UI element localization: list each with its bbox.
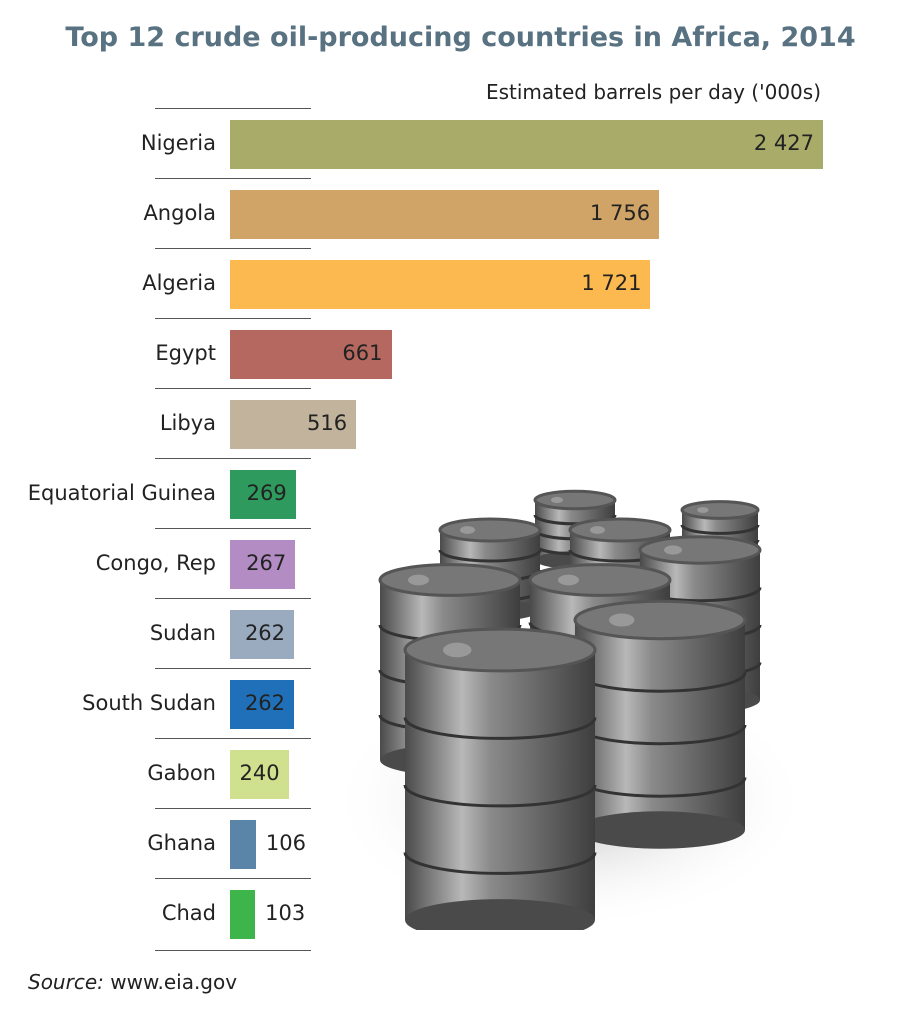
bar	[230, 890, 256, 939]
divider	[155, 808, 311, 809]
category-label: Gabon	[147, 761, 216, 785]
chart-title: Top 12 crude oil-producing countries in …	[65, 22, 856, 53]
category-label: Nigeria	[140, 131, 216, 155]
data-label: 106	[265, 831, 306, 855]
category-label: Algeria	[142, 271, 216, 295]
bar	[230, 400, 357, 449]
category-label: Sudan	[149, 621, 216, 645]
bar	[230, 190, 660, 239]
bar	[230, 680, 295, 729]
divider	[155, 178, 311, 179]
divider	[155, 598, 311, 599]
bar	[230, 750, 289, 799]
divider	[155, 738, 311, 739]
data-label: 2 427	[753, 131, 814, 155]
data-label: 262	[244, 691, 286, 715]
bar	[230, 540, 296, 589]
divider	[155, 388, 311, 389]
data-label: 240	[239, 761, 280, 785]
category-label: Congo, Rep	[95, 551, 216, 575]
category-label: Libya	[159, 411, 216, 435]
data-label: 262	[244, 621, 286, 645]
category-label: Ghana	[147, 831, 216, 855]
divider	[155, 528, 311, 529]
source-label: Source:	[28, 970, 104, 994]
data-label: 103	[265, 901, 306, 925]
category-label: Egypt	[155, 341, 216, 365]
divider	[155, 248, 311, 249]
divider	[155, 950, 311, 951]
bar	[230, 820, 256, 869]
divider	[155, 108, 311, 109]
oil-barrels-illustration	[330, 489, 810, 930]
source-value: www.eia.gov	[103, 970, 238, 994]
data-label: 267	[246, 551, 287, 575]
bar	[230, 120, 823, 169]
divider	[155, 458, 311, 459]
category-label: Angola	[143, 201, 216, 225]
data-label: 1 756	[589, 201, 651, 225]
data-label: 661	[342, 341, 383, 365]
divider	[155, 668, 311, 669]
oil-barrel	[403, 627, 597, 930]
divider	[155, 318, 311, 319]
bar	[230, 470, 296, 519]
data-label: 1 721	[581, 271, 642, 295]
axis-label: Estimated barrels per day ('000s)	[485, 80, 821, 104]
source-note: Source: www.eia.gov	[28, 970, 237, 994]
bar	[230, 330, 392, 379]
divider	[155, 878, 311, 879]
category-label: Chad	[161, 901, 216, 925]
data-label: 269	[246, 481, 287, 505]
oil-barrel	[573, 599, 747, 849]
category-label: South Sudan	[82, 691, 216, 715]
data-label: 516	[306, 411, 348, 435]
bar	[230, 610, 295, 659]
bar	[230, 260, 651, 309]
category-label: Equatorial Guinea	[27, 481, 216, 505]
